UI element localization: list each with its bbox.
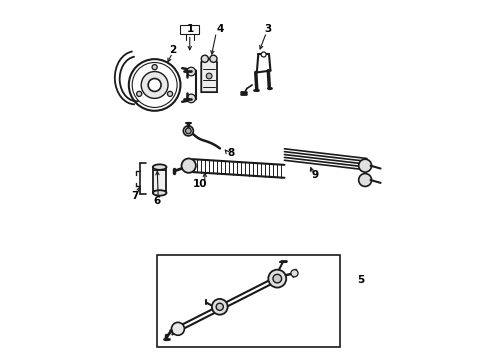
Text: 8: 8 (227, 148, 234, 158)
Circle shape (269, 270, 286, 288)
Polygon shape (201, 59, 217, 92)
Circle shape (261, 52, 266, 57)
Text: 2: 2 (169, 45, 176, 55)
Text: 10: 10 (193, 179, 207, 189)
Text: 3: 3 (265, 24, 272, 34)
Circle shape (210, 55, 217, 62)
Text: 9: 9 (312, 170, 319, 180)
Circle shape (291, 270, 298, 277)
Circle shape (187, 67, 196, 76)
Circle shape (187, 94, 196, 103)
Circle shape (137, 91, 142, 96)
Circle shape (181, 158, 196, 173)
Ellipse shape (153, 165, 167, 170)
Circle shape (201, 55, 208, 62)
Circle shape (152, 64, 157, 70)
Circle shape (359, 159, 371, 172)
Circle shape (216, 303, 223, 310)
Circle shape (359, 174, 371, 186)
Bar (157, 255, 340, 347)
Text: 7: 7 (131, 191, 139, 201)
Circle shape (141, 72, 168, 98)
Circle shape (206, 73, 212, 79)
Text: 5: 5 (357, 275, 365, 285)
Circle shape (186, 128, 191, 134)
Circle shape (148, 78, 161, 91)
Circle shape (172, 322, 184, 335)
Bar (180, 25, 199, 34)
Circle shape (168, 91, 172, 96)
Text: 6: 6 (153, 196, 161, 206)
Bar (153, 167, 167, 193)
Circle shape (212, 299, 228, 315)
Circle shape (183, 126, 194, 136)
Text: 1: 1 (187, 24, 194, 34)
Text: 4: 4 (217, 24, 224, 34)
Circle shape (273, 274, 282, 283)
Ellipse shape (153, 190, 167, 195)
